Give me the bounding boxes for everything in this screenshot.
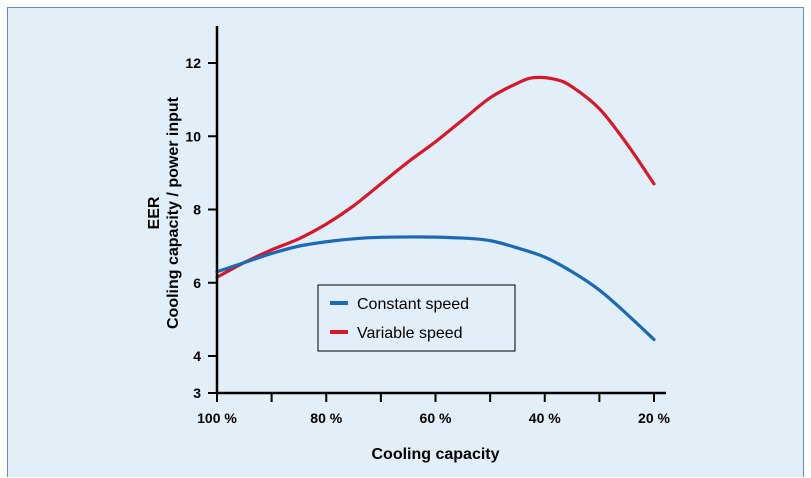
y-axis-title: EER Cooling capacity / power input: [146, 96, 182, 329]
x-tick-label: 20 %: [638, 410, 670, 426]
line-chart: 3 4 6 8 10 12 100 % 80 % 60 % 40 % 20 % Cooling c…: [146, 26, 671, 463]
legend-label-variable-speed: Variable speed: [357, 325, 463, 342]
y-tick-label: 12: [185, 55, 201, 71]
x-tick-label: 100 %: [197, 410, 237, 426]
x-tick-label: 80 %: [310, 410, 342, 426]
legend-label-constant-speed: Constant speed: [357, 296, 469, 313]
y-tick-label: 10: [185, 128, 201, 144]
x-tick-label: 40 %: [529, 410, 561, 426]
y-tick-label: 3: [193, 385, 201, 401]
x-axis-title: Cooling capacity: [371, 446, 499, 463]
y-tick-label: 4: [193, 348, 201, 364]
legend-box: [317, 284, 516, 352]
series-lines: [215, 75, 656, 342]
y-axis-title-line2: Cooling capacity / power input: [165, 96, 182, 329]
x-tick-label: 60 %: [420, 410, 452, 426]
chart-frame: 3 4 6 8 10 12 100 % 80 % 60 % 40 % 20 % Cooling c…: [7, 7, 804, 477]
y-axis-title-line1: EER: [146, 196, 163, 229]
series-line-variable-speed: [215, 75, 656, 279]
series-line-constant-speed: [215, 235, 656, 342]
y-tick-label: 6: [193, 275, 201, 291]
x-ticks: 100 % 80 % 60 % 40 % 20 %: [197, 393, 671, 426]
legend: Constant speed Variable speed: [317, 284, 516, 352]
y-tick-label: 8: [193, 202, 201, 218]
y-ticks: 3 4 6 8 10 12: [185, 55, 217, 401]
